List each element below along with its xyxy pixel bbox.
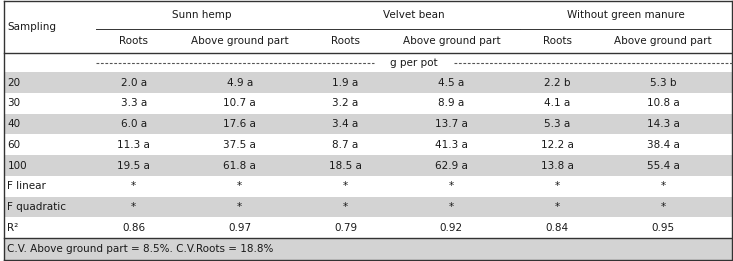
Bar <box>4 134 732 155</box>
Bar <box>4 29 732 53</box>
Text: 55.4 a: 55.4 a <box>647 161 679 170</box>
Text: 6.0 a: 6.0 a <box>121 119 147 129</box>
Bar <box>4 93 732 114</box>
Bar <box>4 176 732 197</box>
Text: R²: R² <box>7 223 18 233</box>
Bar <box>4 29 732 53</box>
Text: 3.4 a: 3.4 a <box>333 119 358 129</box>
Text: 17.6 a: 17.6 a <box>224 119 256 129</box>
Text: F quadratic: F quadratic <box>7 202 66 212</box>
Text: Sunn hemp: Sunn hemp <box>172 10 232 20</box>
Bar <box>4 238 732 260</box>
Text: 5.3 a: 5.3 a <box>544 119 570 129</box>
Text: 14.3 a: 14.3 a <box>647 119 679 129</box>
Text: *: * <box>237 202 242 212</box>
Bar <box>4 72 732 93</box>
Text: 13.8 a: 13.8 a <box>541 161 574 170</box>
Text: Without green manure: Without green manure <box>567 10 685 20</box>
Text: 61.8 a: 61.8 a <box>224 161 256 170</box>
Text: *: * <box>343 181 348 191</box>
Text: 10.8 a: 10.8 a <box>647 98 679 108</box>
Text: 5.3 b: 5.3 b <box>650 78 677 87</box>
Text: 4.9 a: 4.9 a <box>226 78 253 87</box>
Bar <box>4 72 732 93</box>
Text: *: * <box>660 202 666 212</box>
Text: 0.79: 0.79 <box>334 223 357 233</box>
Text: Roots: Roots <box>119 36 148 46</box>
Text: 19.5 a: 19.5 a <box>117 161 150 170</box>
Bar <box>4 93 732 114</box>
Text: Above ground part: Above ground part <box>402 36 500 46</box>
Text: 60: 60 <box>7 140 21 150</box>
Text: 38.4 a: 38.4 a <box>647 140 679 150</box>
Text: *: * <box>555 181 560 191</box>
Text: 4.1 a: 4.1 a <box>544 98 570 108</box>
Text: 18.5 a: 18.5 a <box>329 161 362 170</box>
Text: 62.9 a: 62.9 a <box>435 161 468 170</box>
Text: *: * <box>237 181 242 191</box>
Text: 10.7 a: 10.7 a <box>224 98 256 108</box>
Bar <box>4 217 732 238</box>
Text: 8.9 a: 8.9 a <box>438 98 465 108</box>
Text: 2.0 a: 2.0 a <box>121 78 147 87</box>
Bar <box>4 197 732 217</box>
Bar <box>4 1 732 29</box>
Text: Velvet bean: Velvet bean <box>383 10 445 20</box>
Text: Above ground part: Above ground part <box>614 36 712 46</box>
Text: *: * <box>131 181 136 191</box>
Text: 2.2 b: 2.2 b <box>544 78 570 87</box>
Text: 0.84: 0.84 <box>546 223 569 233</box>
Text: g per pot: g per pot <box>390 58 438 68</box>
Text: *: * <box>555 202 560 212</box>
Text: *: * <box>660 181 666 191</box>
Text: 13.7 a: 13.7 a <box>435 119 468 129</box>
Bar <box>4 238 732 260</box>
Bar <box>4 134 732 155</box>
Text: 1.9 a: 1.9 a <box>333 78 358 87</box>
Bar <box>4 176 732 197</box>
Bar <box>4 155 732 176</box>
Text: 30: 30 <box>7 98 21 108</box>
Bar <box>4 53 732 72</box>
Text: 4.5 a: 4.5 a <box>438 78 465 87</box>
Text: 0.86: 0.86 <box>122 223 145 233</box>
Text: Roots: Roots <box>331 36 360 46</box>
Bar <box>4 155 732 176</box>
Bar <box>4 197 732 217</box>
Bar <box>4 53 732 72</box>
Text: C.V. Above ground part = 8.5%. C.V.Roots = 18.8%: C.V. Above ground part = 8.5%. C.V.Roots… <box>7 244 273 254</box>
Text: *: * <box>343 202 348 212</box>
Text: 11.3 a: 11.3 a <box>117 140 150 150</box>
Text: F linear: F linear <box>7 181 46 191</box>
Text: *: * <box>131 202 136 212</box>
Text: 3.2 a: 3.2 a <box>333 98 358 108</box>
Text: Roots: Roots <box>543 36 572 46</box>
Text: 20: 20 <box>7 78 21 87</box>
Text: 100: 100 <box>7 161 27 170</box>
Bar <box>4 114 732 134</box>
Bar <box>4 1 732 29</box>
Text: 0.97: 0.97 <box>228 223 251 233</box>
Text: *: * <box>449 202 454 212</box>
Text: 0.92: 0.92 <box>440 223 463 233</box>
Text: 37.5 a: 37.5 a <box>224 140 256 150</box>
Text: 8.7 a: 8.7 a <box>333 140 358 150</box>
Text: Sampling: Sampling <box>7 22 56 32</box>
Text: 12.2 a: 12.2 a <box>541 140 574 150</box>
Text: 41.3 a: 41.3 a <box>435 140 468 150</box>
Text: 0.95: 0.95 <box>652 223 674 233</box>
Bar <box>4 114 732 134</box>
Text: Above ground part: Above ground part <box>191 36 289 46</box>
Text: 40: 40 <box>7 119 21 129</box>
Text: *: * <box>449 181 454 191</box>
Text: 3.3 a: 3.3 a <box>121 98 147 108</box>
Bar <box>4 217 732 238</box>
